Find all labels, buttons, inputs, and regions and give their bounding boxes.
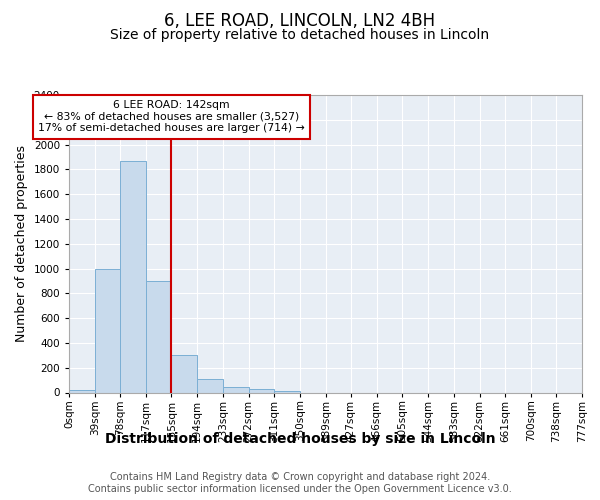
Bar (121, 160, 146, 392)
Bar (223, 387, 248, 392)
Text: Contains HM Land Registry data © Crown copyright and database right 2024.
Contai: Contains HM Land Registry data © Crown c… (88, 472, 512, 494)
Bar (274, 390, 300, 392)
Bar (197, 380, 223, 392)
Text: Distribution of detached houses by size in Lincoln: Distribution of detached houses by size … (104, 432, 496, 446)
Bar (95, 268, 121, 392)
Text: Size of property relative to detached houses in Lincoln: Size of property relative to detached ho… (110, 28, 490, 42)
Bar (69, 390, 95, 392)
Bar (146, 281, 172, 392)
Text: 6, LEE ROAD, LINCOLN, LN2 4BH: 6, LEE ROAD, LINCOLN, LN2 4BH (164, 12, 436, 30)
Bar (172, 354, 197, 393)
Y-axis label: Number of detached properties: Number of detached properties (15, 145, 28, 342)
Text: 6 LEE ROAD: 142sqm
← 83% of detached houses are smaller (3,527)
17% of semi-deta: 6 LEE ROAD: 142sqm ← 83% of detached hou… (38, 100, 305, 133)
Bar (248, 389, 274, 392)
